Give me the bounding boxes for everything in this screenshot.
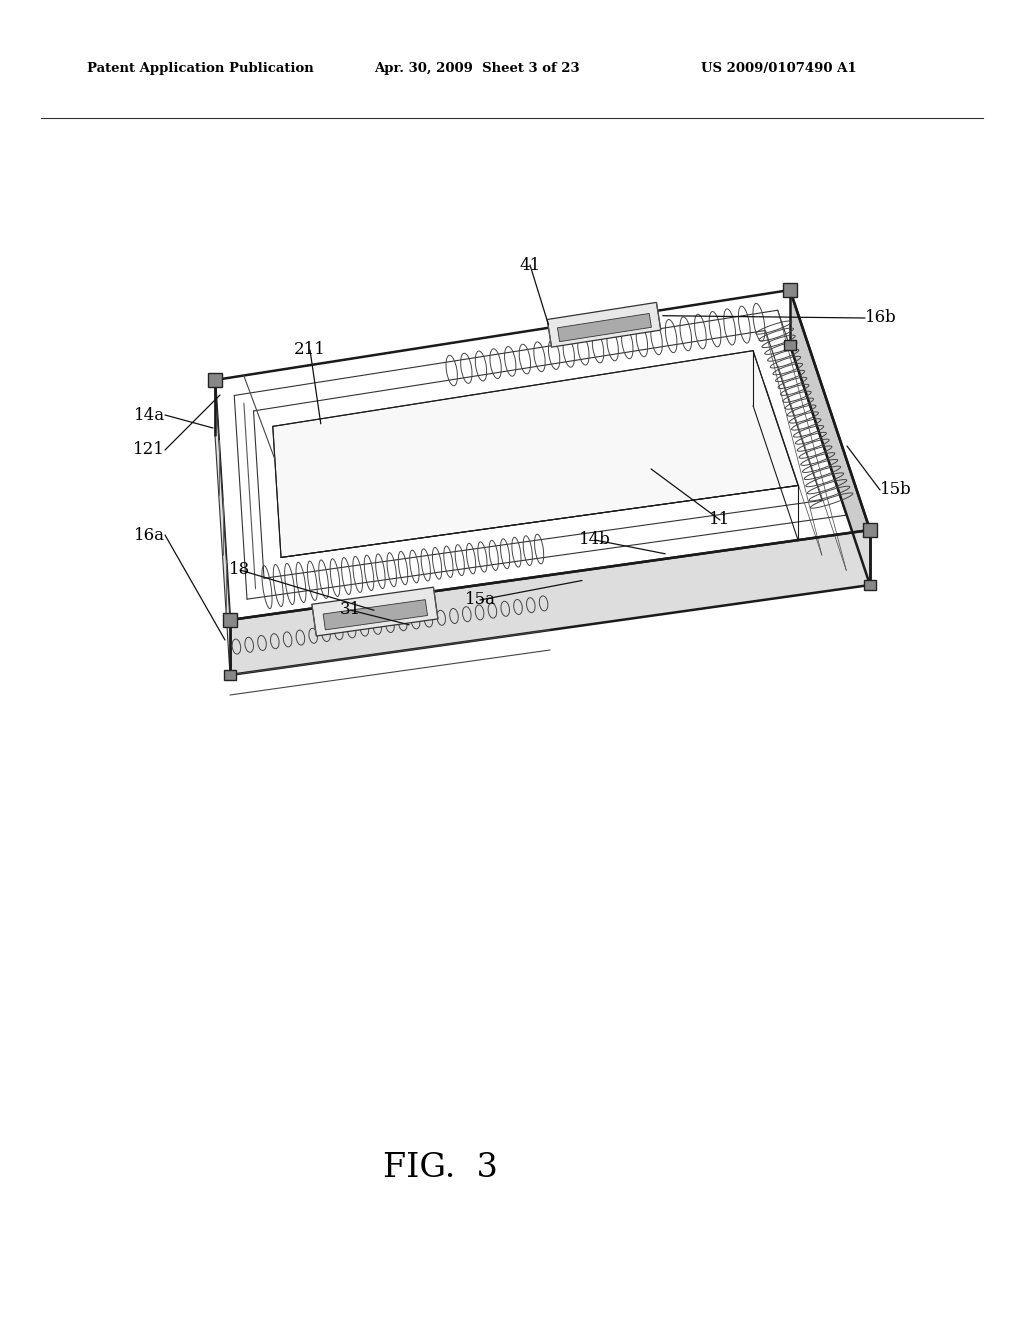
Text: 14b: 14b	[579, 532, 611, 549]
Polygon shape	[324, 599, 428, 630]
Polygon shape	[215, 290, 870, 620]
Text: 41: 41	[519, 256, 541, 273]
Bar	[863, 523, 877, 537]
Text: 16a: 16a	[134, 527, 165, 544]
Text: 121: 121	[133, 441, 165, 458]
Bar	[224, 671, 236, 680]
Text: US 2009/0107490 A1: US 2009/0107490 A1	[701, 62, 857, 75]
Polygon shape	[230, 531, 870, 675]
Polygon shape	[790, 290, 870, 585]
Text: 211: 211	[294, 342, 326, 359]
Bar	[784, 341, 796, 350]
Text: Patent Application Publication: Patent Application Publication	[87, 62, 313, 75]
Bar	[864, 579, 876, 590]
Text: 15a: 15a	[465, 591, 496, 609]
Bar	[208, 374, 222, 387]
Text: 18: 18	[229, 561, 251, 578]
Text: FIG.  3: FIG. 3	[383, 1152, 498, 1184]
Bar	[783, 282, 797, 297]
Text: 14a: 14a	[134, 407, 165, 424]
Polygon shape	[547, 302, 660, 347]
Bar	[223, 612, 237, 627]
Text: 31: 31	[339, 602, 360, 619]
Text: Apr. 30, 2009  Sheet 3 of 23: Apr. 30, 2009 Sheet 3 of 23	[374, 62, 580, 75]
Polygon shape	[215, 380, 230, 675]
Polygon shape	[272, 351, 798, 557]
Polygon shape	[312, 587, 438, 636]
Text: 16b: 16b	[865, 309, 897, 326]
Text: 11: 11	[710, 511, 731, 528]
Text: 15b: 15b	[880, 482, 911, 499]
Polygon shape	[557, 313, 651, 342]
